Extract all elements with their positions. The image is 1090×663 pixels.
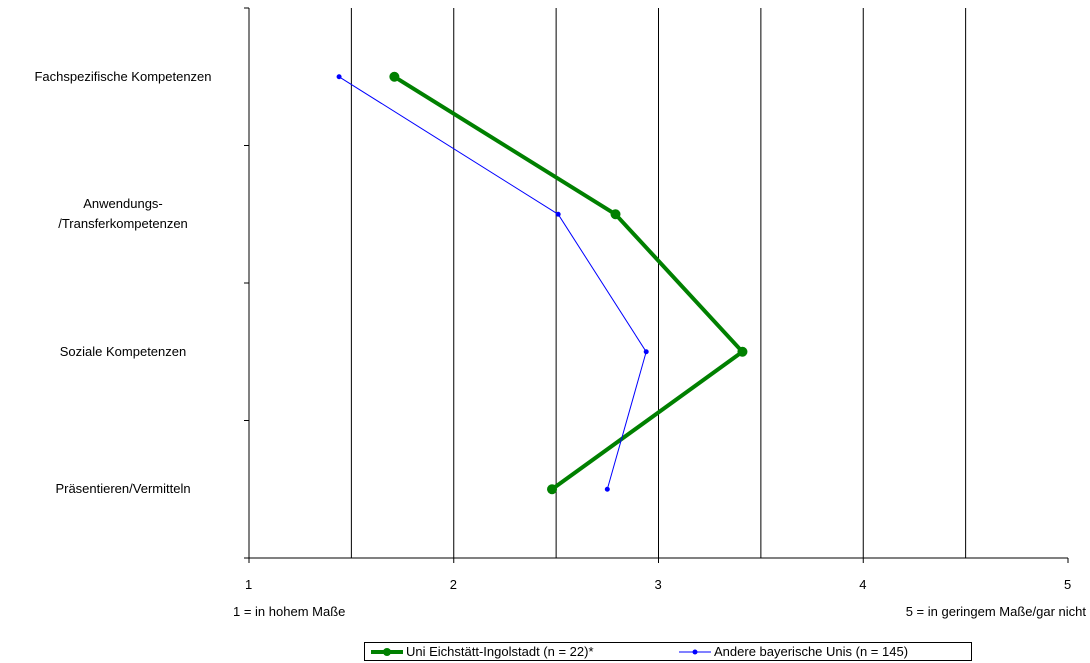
scale-anchor-left: 1 = in hohem Maße — [233, 604, 346, 619]
category-label-4: Präsentieren/Vermitteln — [55, 481, 191, 497]
category-label-3: Soziale Kompetenzen — [59, 343, 187, 359]
data-point-series-1-1 — [389, 71, 400, 82]
x-tick-label-2: 2 — [449, 577, 457, 592]
x-tick-label-3: 3 — [654, 577, 662, 592]
category-label-2: Anwendungs-/Transferkompetenzen — [58, 196, 188, 232]
data-point-series-2-3 — [643, 349, 649, 355]
data-point-series-1-4 — [547, 484, 558, 495]
x-tick-label-4: 4 — [859, 577, 867, 592]
data-point-series-2-1 — [336, 74, 342, 80]
x-tick-label-1: 1 — [245, 577, 253, 592]
legend-label-series-2: Andere bayerische Unis (n = 145) — [714, 644, 909, 659]
legend-label-series-1: Uni Eichstätt-Ingolstadt (n = 22)* — [406, 644, 594, 659]
data-point-series-2-4 — [604, 486, 610, 492]
vertical-gridlines — [350, 8, 967, 558]
data-point-series-1-3 — [737, 346, 748, 357]
legend-item-series-2: Andere bayerische Unis (n = 145) — [677, 644, 908, 659]
legend-item-series-1: Uni Eichstätt-Ingolstadt (n = 22)* — [369, 644, 594, 659]
axis-ticks — [244, 7, 1069, 563]
legend: Uni Eichstätt-Ingolstadt (n = 22)* Ander… — [364, 642, 972, 661]
series-lines — [336, 71, 748, 495]
category-label-1: Fachspezifische Kompetenzen — [34, 68, 212, 84]
legend-swatch-series-1 — [371, 647, 403, 656]
series-line-2 — [338, 76, 647, 490]
data-point-series-2-2 — [555, 211, 561, 217]
x-tick-label-5: 5 — [1064, 577, 1072, 592]
scale-anchor-right: 5 = in geringem Maße/gar nicht — [905, 604, 1086, 619]
legend-swatch-series-2 — [679, 649, 711, 654]
data-point-series-1-2 — [610, 209, 621, 220]
series-line-1 — [393, 75, 745, 491]
